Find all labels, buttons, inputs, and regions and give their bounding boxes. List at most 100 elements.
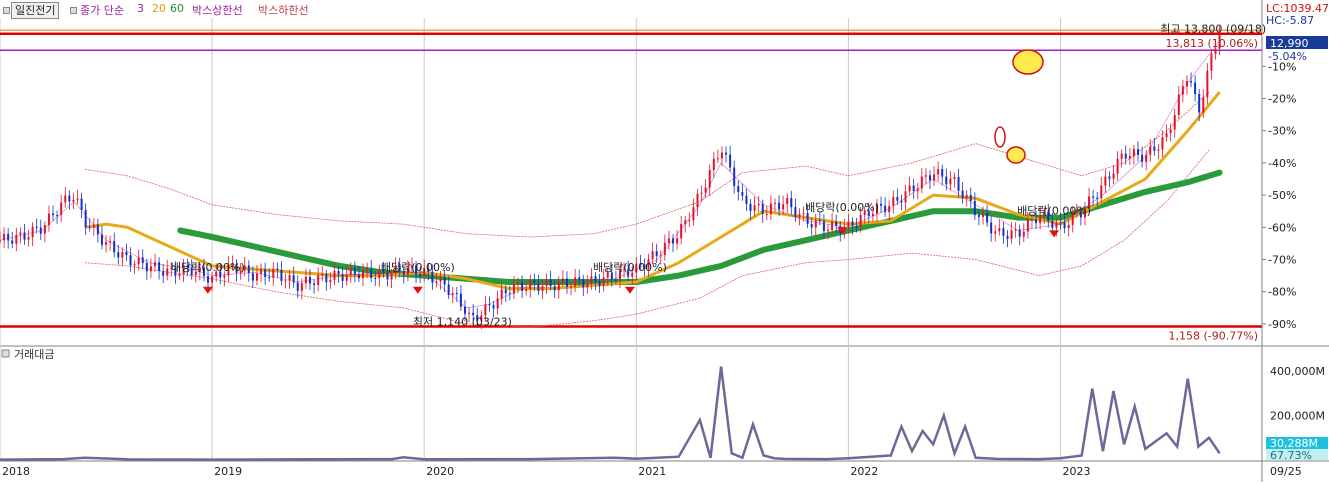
candle-body xyxy=(504,289,507,294)
candle-body xyxy=(1214,48,1217,54)
candle-body xyxy=(998,228,1001,232)
legend-ma-type[interactable]: 종가 단순 xyxy=(80,4,124,17)
legend-ma60[interactable]: 60 xyxy=(170,2,184,15)
candle-body xyxy=(1173,115,1176,130)
stock-name-button[interactable]: 일진전기 xyxy=(11,2,60,19)
candle-body xyxy=(1088,196,1091,209)
highlight-circle xyxy=(1012,49,1044,75)
envelope-line xyxy=(84,91,1210,238)
candle-body xyxy=(614,279,617,281)
candle-body xyxy=(423,267,426,277)
candle-body xyxy=(333,271,336,280)
candle-body xyxy=(1051,221,1054,228)
candle-body xyxy=(835,221,838,227)
x-tick-label: 2021 xyxy=(638,465,666,478)
candle-body xyxy=(129,255,132,266)
candle-body xyxy=(390,273,393,280)
candle-body xyxy=(1141,154,1144,162)
candle-body xyxy=(300,282,303,291)
candle-body xyxy=(455,293,458,295)
candle-body xyxy=(170,267,173,269)
candle-body xyxy=(439,276,442,282)
candle-body xyxy=(113,241,116,253)
dividend-marker-icon xyxy=(412,286,423,294)
legend-ma20[interactable]: 20 xyxy=(152,2,166,15)
candle-body xyxy=(109,241,112,243)
candle-body xyxy=(1206,70,1209,98)
candle-body xyxy=(268,276,271,278)
candle-body xyxy=(875,203,878,214)
candle-body xyxy=(1006,235,1009,239)
candle-body xyxy=(1014,229,1017,231)
candle-body xyxy=(260,269,263,274)
candle-body xyxy=(1128,156,1131,159)
candle-body xyxy=(1124,153,1127,159)
candle-body xyxy=(549,279,552,287)
candle-body xyxy=(1190,80,1193,83)
envelope-line xyxy=(84,149,1210,328)
candle-body xyxy=(3,233,6,241)
candle-body xyxy=(68,195,71,202)
candle-body xyxy=(810,223,813,228)
candle-body xyxy=(729,154,732,168)
candle-body xyxy=(1022,231,1025,237)
candle-body xyxy=(64,195,67,203)
candle-body xyxy=(1120,153,1123,159)
candle-body xyxy=(757,203,760,206)
candle-body xyxy=(1116,158,1119,174)
candle-body xyxy=(586,283,589,288)
candle-body xyxy=(594,276,597,282)
candle-body xyxy=(990,222,993,234)
settings-box-icon[interactable] xyxy=(70,7,77,14)
candle-body xyxy=(264,269,267,277)
candle-body xyxy=(610,272,613,280)
legend-box-lower[interactable]: 박스하한선 xyxy=(258,4,309,17)
candle-body xyxy=(410,265,413,268)
candle-body xyxy=(716,158,719,160)
candle-body xyxy=(831,221,834,230)
candle-body xyxy=(606,272,609,278)
y-tick-label: -50% xyxy=(1268,189,1296,202)
candle-body xyxy=(27,237,30,240)
candle-body xyxy=(488,304,491,306)
legend-box-upper[interactable]: 박스상한선 xyxy=(192,4,243,17)
highlight-circle xyxy=(994,126,1006,148)
candle-body xyxy=(769,203,772,215)
candle-body xyxy=(806,213,809,224)
candle-body xyxy=(651,251,654,260)
volume-value-badge xyxy=(1266,437,1328,449)
volume-axis-label: 200,000M xyxy=(1270,409,1325,422)
candle-body xyxy=(435,281,438,283)
candle-body xyxy=(920,176,923,189)
candle-body xyxy=(92,224,95,228)
candle-body xyxy=(1104,176,1107,186)
candle-body xyxy=(578,277,581,280)
candle-body xyxy=(11,240,14,244)
candle-body xyxy=(121,251,124,258)
candle-body xyxy=(1010,230,1013,239)
candle-body xyxy=(1145,154,1148,162)
candle-body xyxy=(145,263,148,272)
candle-body xyxy=(965,194,968,198)
candle-body xyxy=(590,276,593,284)
candle-body xyxy=(345,274,348,281)
candle-body xyxy=(337,271,340,275)
candle-body xyxy=(353,268,356,275)
legend-ma3[interactable]: 3 xyxy=(137,2,144,15)
candle-body xyxy=(194,271,197,276)
candle-body xyxy=(304,276,307,283)
candle-body xyxy=(537,283,540,291)
candle-body xyxy=(541,285,544,291)
candle-body xyxy=(96,224,99,235)
menu-box-icon[interactable] xyxy=(3,7,10,14)
candle-body xyxy=(186,265,189,268)
candle-body xyxy=(341,274,344,281)
volume-settings-icon xyxy=(1,349,10,358)
candle-body xyxy=(928,175,931,181)
volume-axis-label: 400,000M xyxy=(1270,365,1325,378)
candle-body xyxy=(696,193,699,208)
volume-current-pct: 67.73% xyxy=(1270,449,1312,462)
candle-body xyxy=(1161,137,1164,150)
candle-body xyxy=(749,203,752,211)
candle-body xyxy=(676,238,679,244)
